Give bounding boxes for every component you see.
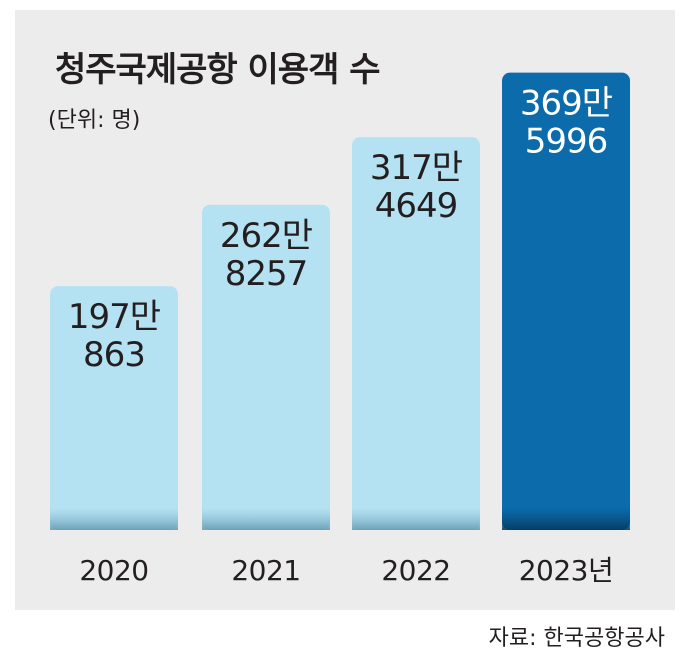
x-tick-label: 2022	[381, 554, 450, 587]
bar-2023년	[502, 72, 630, 531]
x-tick-label: 2023년	[519, 554, 614, 587]
chart-title: 청주국제공항 이용객 수	[55, 50, 380, 90]
chart-source: 자료: 한국공항공사	[488, 626, 665, 651]
data-label-2023년: 369만 5996	[520, 84, 613, 162]
bar-2022	[352, 137, 480, 530]
bar-shade-2022	[352, 508, 480, 530]
x-tick-label: 2021	[231, 554, 300, 587]
data-label-2021: 262만 8257	[220, 216, 313, 294]
bar-shade-2023년	[502, 508, 630, 530]
data-label-2022: 317만 4649	[370, 148, 463, 226]
data-label-2020: 197만 863	[68, 297, 161, 375]
bar-2021	[202, 204, 330, 531]
bar-2020	[50, 286, 178, 530]
bar-chart: 197만 863 2020 262만 8257 2021 317만 4649 2022 369만 5…	[50, 72, 630, 587]
bar-shade-2020	[50, 508, 178, 530]
chart-unit: (단위: 명)	[48, 108, 141, 133]
bar-shade-2021	[202, 508, 330, 530]
x-tick-label: 2020	[79, 554, 148, 587]
